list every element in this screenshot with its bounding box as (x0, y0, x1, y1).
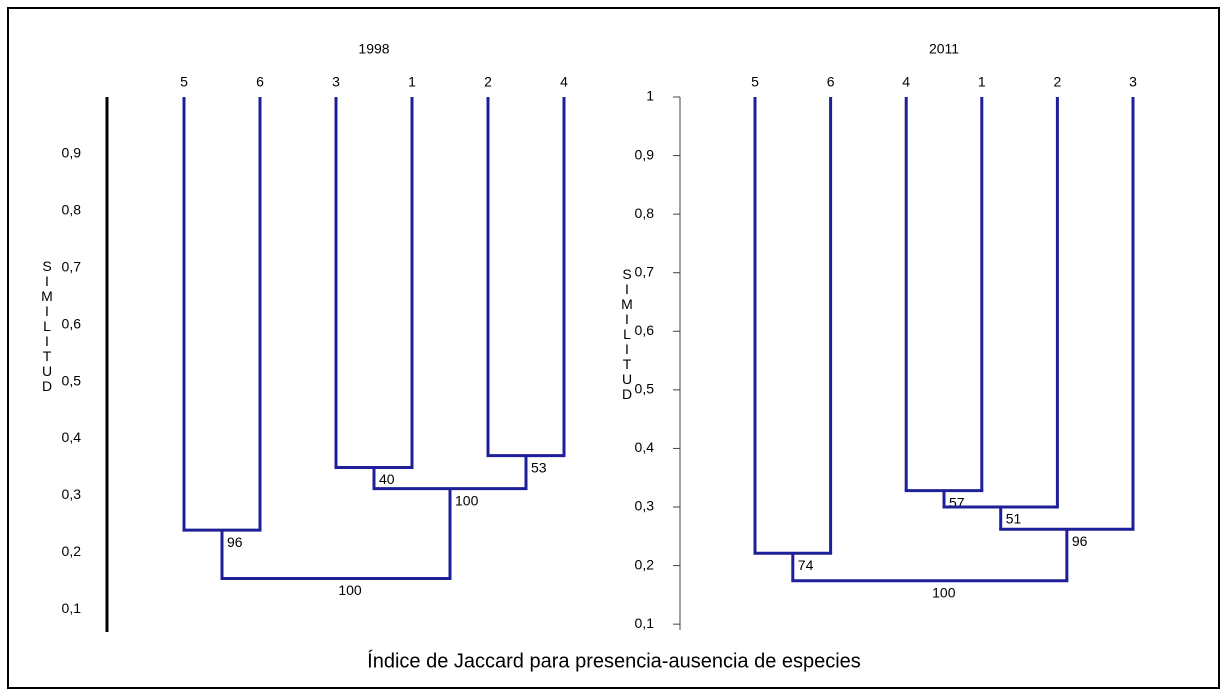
y-tick-label: 0,6 (62, 315, 82, 331)
leaf-label: 3 (1129, 74, 1137, 90)
support-label: 51 (1006, 511, 1022, 527)
y-tick-label: 0,8 (62, 202, 82, 218)
support-label: 53 (531, 459, 547, 475)
y-tick-label: 0,4 (62, 429, 82, 445)
y-tick-label: 0,7 (62, 258, 82, 274)
y-tick-label: 0,5 (62, 372, 82, 388)
caption: Índice de Jaccard para presencia-ausenci… (367, 649, 861, 672)
leaf-label: 3 (332, 74, 340, 90)
y-tick-label: 0,1 (635, 615, 655, 631)
y-tick-label: 0,5 (635, 381, 655, 397)
y-tick-label: 0,6 (635, 322, 655, 338)
support-label: 100 (455, 492, 479, 508)
y-tick-label: 0,3 (62, 486, 82, 502)
leaf-label: 2 (484, 74, 492, 90)
leaf-label: 4 (560, 74, 568, 90)
support-label: 100 (338, 582, 362, 598)
leaf-label: 6 (827, 74, 835, 90)
leaf-label: 1 (408, 74, 416, 90)
chart-title: 2011 (929, 41, 959, 57)
leaf-label: 5 (180, 74, 188, 90)
y-tick-label: 0,3 (635, 498, 655, 514)
y-tick-label: 0,8 (635, 205, 655, 221)
support-label: 74 (798, 557, 814, 573)
frame (7, 7, 1220, 689)
leaf-label: 4 (902, 74, 910, 90)
y-tick-label: 0,1 (62, 600, 82, 616)
y-tick-label: 1 (646, 88, 654, 104)
y-tick-label: 0,2 (635, 556, 655, 572)
y-tick-label: 0,2 (62, 543, 82, 559)
chart-title: 1998 (358, 41, 389, 57)
y-tick-label: 0,9 (62, 145, 82, 161)
y-tick-label: 0,7 (635, 263, 655, 279)
y-axis-label: SIMILITUD (619, 266, 635, 401)
y-axis-label: SIMILITUD (39, 258, 55, 393)
support-label: 100 (932, 585, 956, 601)
y-tick-label: 0,9 (635, 146, 655, 162)
leaf-label: 6 (256, 74, 264, 90)
support-label: 96 (227, 534, 243, 550)
support-label: 96 (1072, 533, 1088, 549)
leaf-label: 5 (751, 74, 759, 90)
support-label: 40 (379, 471, 395, 487)
leaf-label: 2 (1054, 74, 1062, 90)
y-tick-label: 0,4 (635, 439, 655, 455)
leaf-label: 1 (978, 74, 986, 90)
